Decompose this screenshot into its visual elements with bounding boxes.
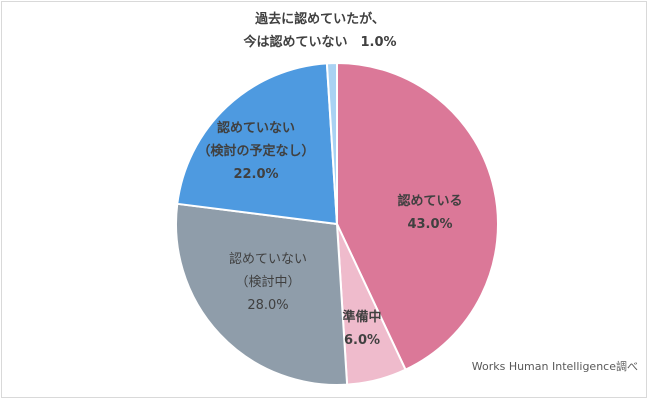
label-considering: 認めていない （検討中） 28.0% <box>229 248 307 317</box>
pie-slice-2 <box>175 202 349 386</box>
label-no-plan: 認めていない （検討の予定なし） 22.0% <box>197 117 314 186</box>
label-no-plan-line2: （検討の予定なし） <box>197 144 315 159</box>
label-preparing-value: 6.0% <box>343 333 381 348</box>
label-approved-line1: 認めている <box>397 194 463 209</box>
label-approved: 認めている 43.0% <box>397 190 462 236</box>
label-considering-line1: 認めていない <box>228 252 308 267</box>
label-past-line2: 今は認めていない 1.0% <box>243 35 397 50</box>
pie-slice-3 <box>176 62 339 226</box>
label-past-line1: 過去に認めていたが、 <box>255 12 385 27</box>
label-past: 過去に認めていたが、 今は認めていない 1.0% <box>243 8 396 54</box>
pie-slice-4 <box>325 61 338 225</box>
pie-slice-0 <box>336 61 499 372</box>
label-preparing-line1: 準備中 <box>342 310 382 325</box>
source-note: Works Human Intelligence調べ <box>471 360 638 373</box>
label-no-plan-line1: 認めていない <box>216 121 296 136</box>
label-approved-value: 43.0% <box>407 217 453 232</box>
label-preparing: 準備中 6.0% <box>342 306 381 352</box>
label-considering-line2: （検討中） <box>235 275 301 290</box>
label-no-plan-value: 22.0% <box>233 167 279 182</box>
label-considering-value: 28.0% <box>247 298 289 313</box>
